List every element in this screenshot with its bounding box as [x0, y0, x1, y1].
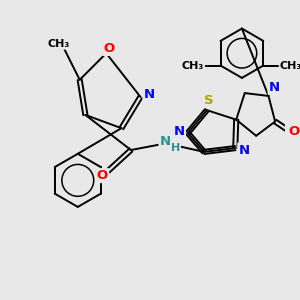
Text: CH₃: CH₃ [280, 61, 300, 70]
Text: N: N [160, 135, 171, 148]
Text: N: N [143, 88, 155, 101]
Text: N: N [174, 124, 185, 137]
Text: O: O [97, 169, 108, 182]
Text: O: O [103, 42, 115, 55]
Text: CH₃: CH₃ [48, 39, 70, 49]
Text: H: H [171, 143, 180, 153]
Text: S: S [204, 94, 214, 107]
Text: O: O [289, 124, 300, 137]
Text: N: N [238, 143, 249, 157]
Text: CH₃: CH₃ [182, 61, 204, 70]
Text: N: N [268, 81, 280, 94]
